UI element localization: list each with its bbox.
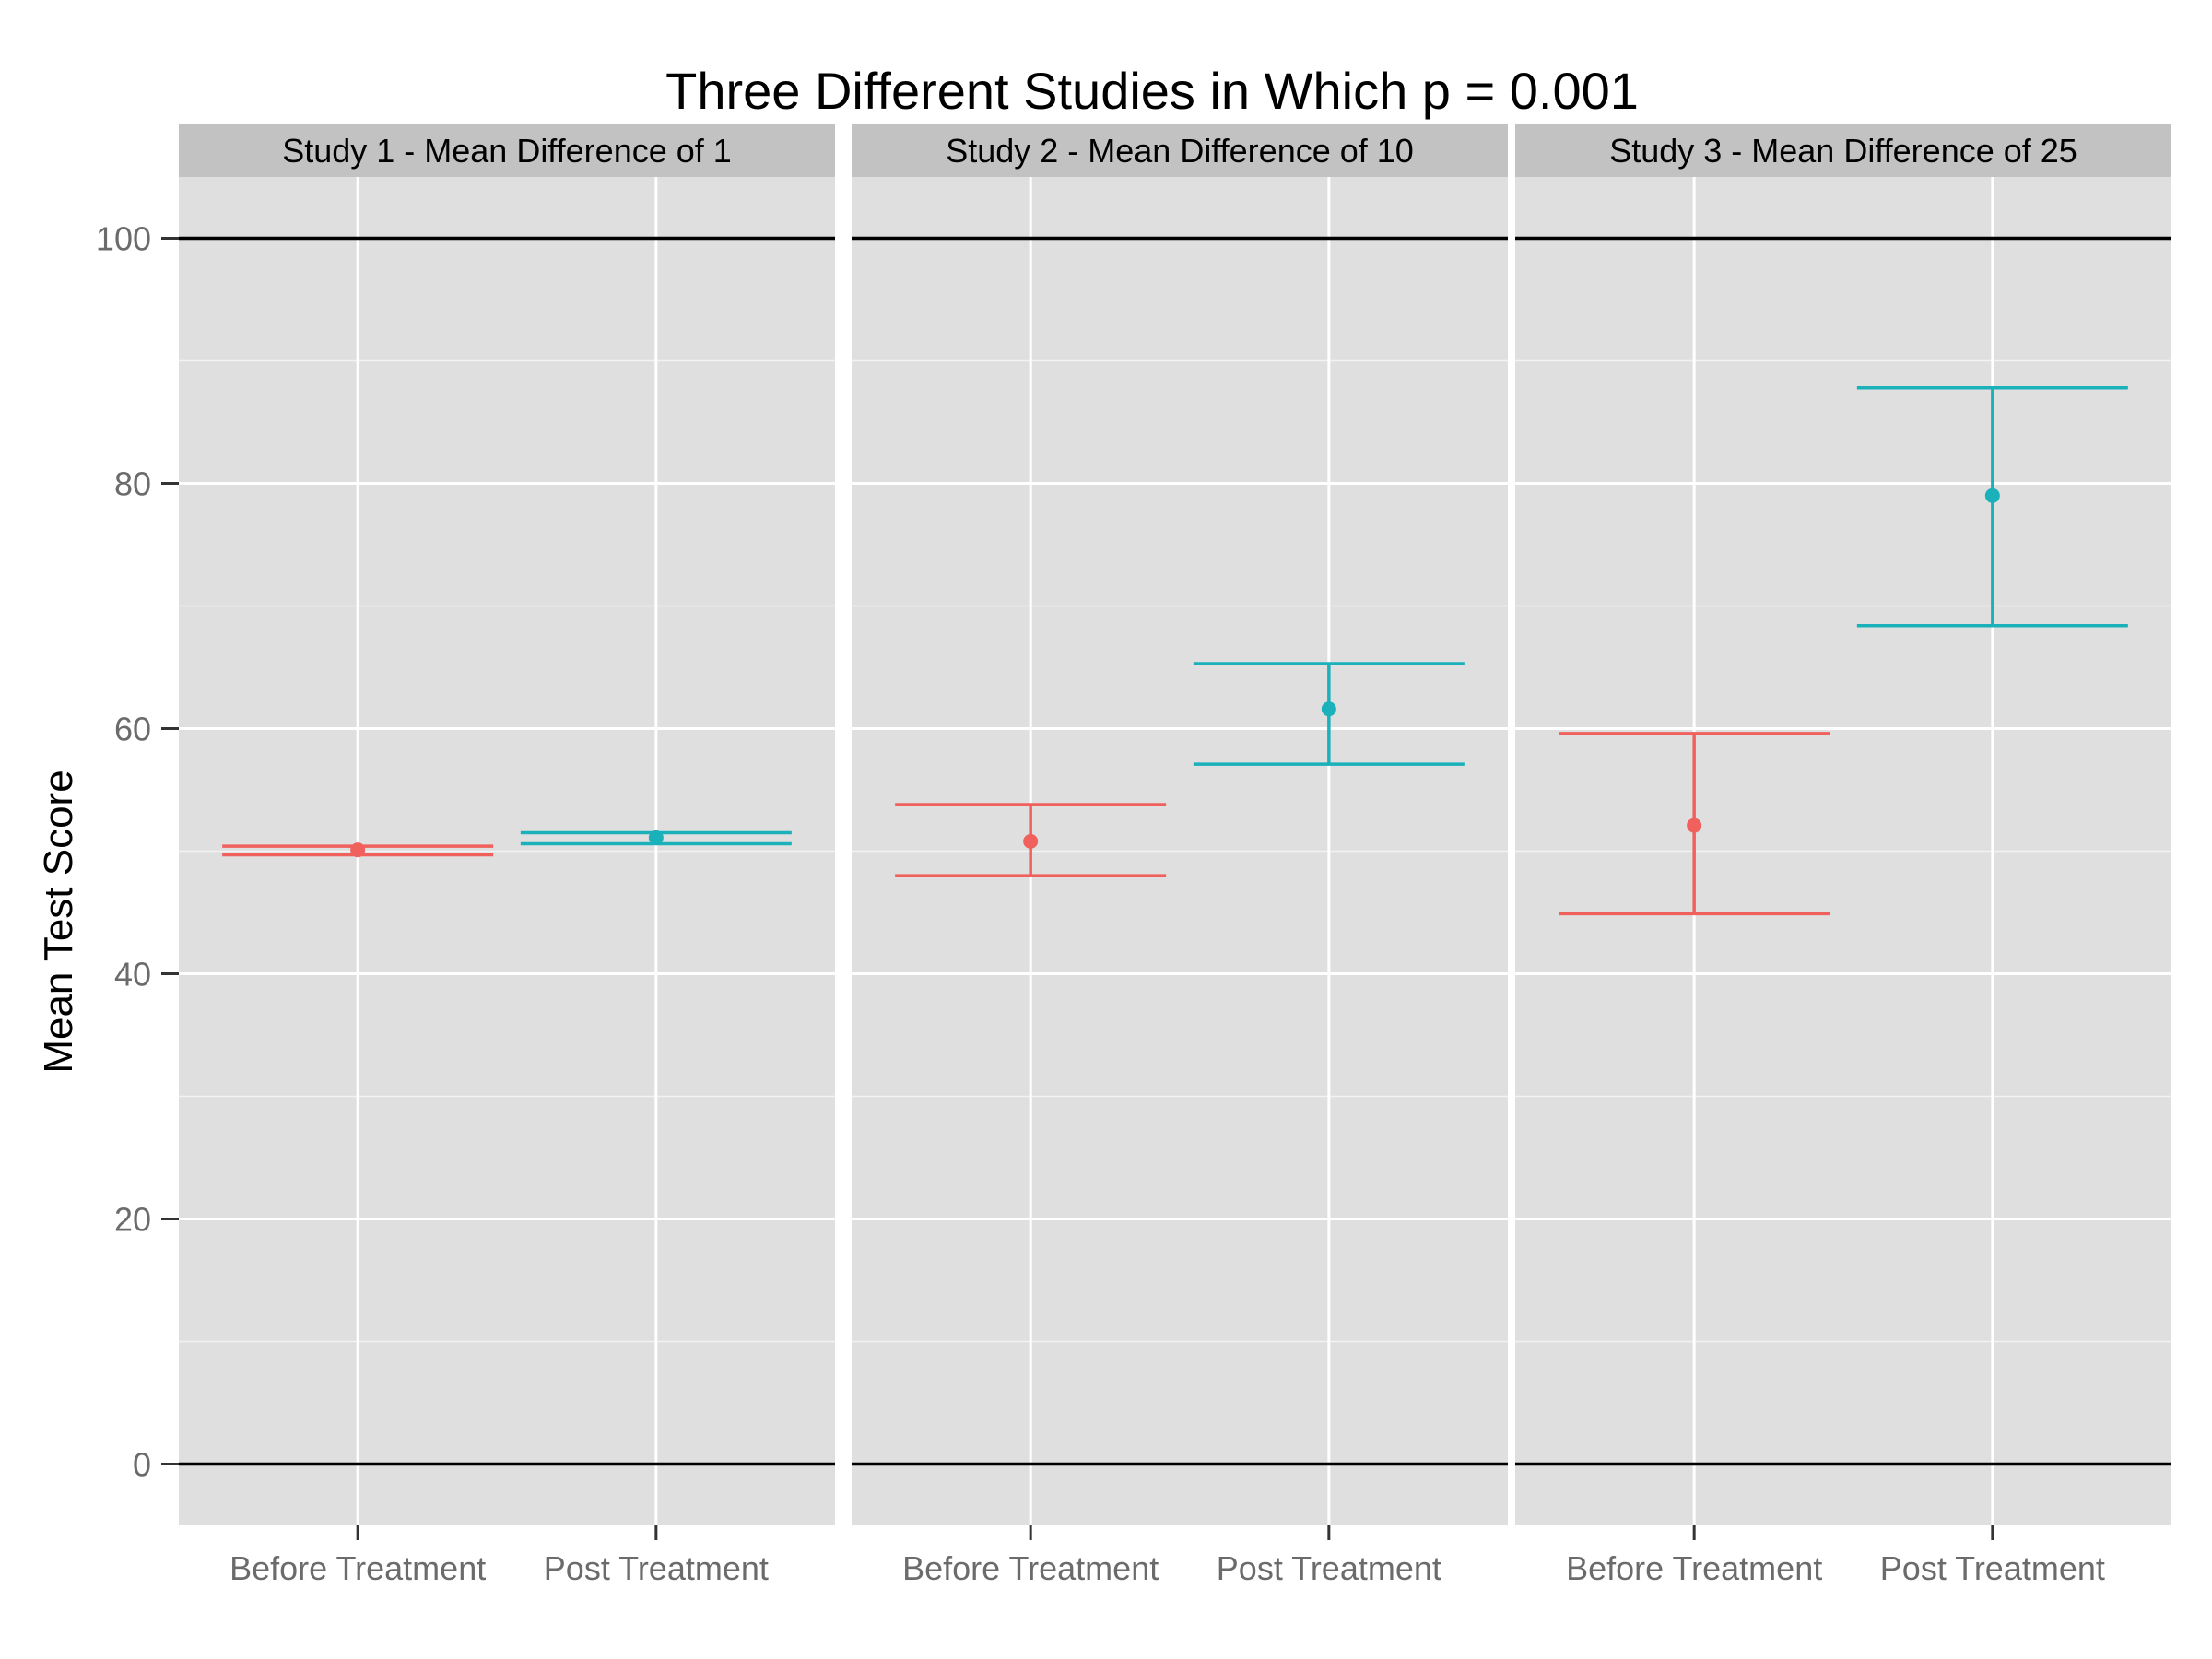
x-tick-label: Post Treatment — [1880, 1549, 2105, 1587]
mean-point — [1321, 701, 1336, 717]
facet-panel: Study 3 - Mean Difference of 25 Before Tr… — [1515, 124, 2171, 1587]
error-bar — [222, 842, 494, 858]
error-bar — [895, 803, 1167, 877]
facet-strip-label: Study 3 - Mean Difference of 25 — [1609, 132, 2077, 170]
chart-title: Three Different Studies in Which p = 0.0… — [665, 62, 1639, 120]
x-tick-label: Post Treatment — [1217, 1549, 1441, 1587]
y-tick-label: 0 — [133, 1446, 151, 1484]
mean-point — [648, 830, 664, 845]
mean-point — [1687, 818, 1702, 833]
error-bar — [1193, 662, 1465, 766]
facet-strip — [179, 124, 835, 177]
x-tick-label: Before Treatment — [229, 1549, 486, 1587]
x-tick-label: Before Treatment — [1566, 1549, 1822, 1587]
x-tick-label: Post Treatment — [544, 1549, 769, 1587]
y-axis-label: Mean Test Score — [36, 770, 81, 1073]
y-tick-label: 40 — [114, 956, 151, 994]
error-bar — [520, 830, 792, 846]
x-tick-label: Before Treatment — [902, 1549, 1159, 1587]
facet-strip-label: Study 1 - Mean Difference of 1 — [282, 132, 732, 170]
y-tick-label: 100 — [96, 220, 151, 258]
mean-point — [1984, 488, 2000, 503]
y-tick-label: 20 — [114, 1201, 151, 1239]
mean-point — [1023, 833, 1039, 849]
error-bar — [1856, 386, 2128, 628]
facet-panel: Study 2 - Mean Difference of 10 Before Tr… — [852, 124, 1508, 1587]
y-tick-label: 80 — [114, 465, 151, 503]
error-bar — [1559, 732, 1830, 916]
facet-strip-label: Study 2 - Mean Difference of 10 — [946, 132, 1414, 170]
y-tick-label: 60 — [114, 711, 151, 748]
facet-strip — [1515, 124, 2171, 177]
mean-point — [350, 842, 366, 858]
facet-panel: Study 1 - Mean Difference of 1 Before Tre… — [179, 124, 835, 1587]
y-axis: 0 20 40 60 80 100 — [96, 220, 179, 1484]
facet-strip — [852, 124, 1508, 177]
facet-panels: Study 1 - Mean Difference of 1 Before Tre… — [179, 124, 2171, 1587]
